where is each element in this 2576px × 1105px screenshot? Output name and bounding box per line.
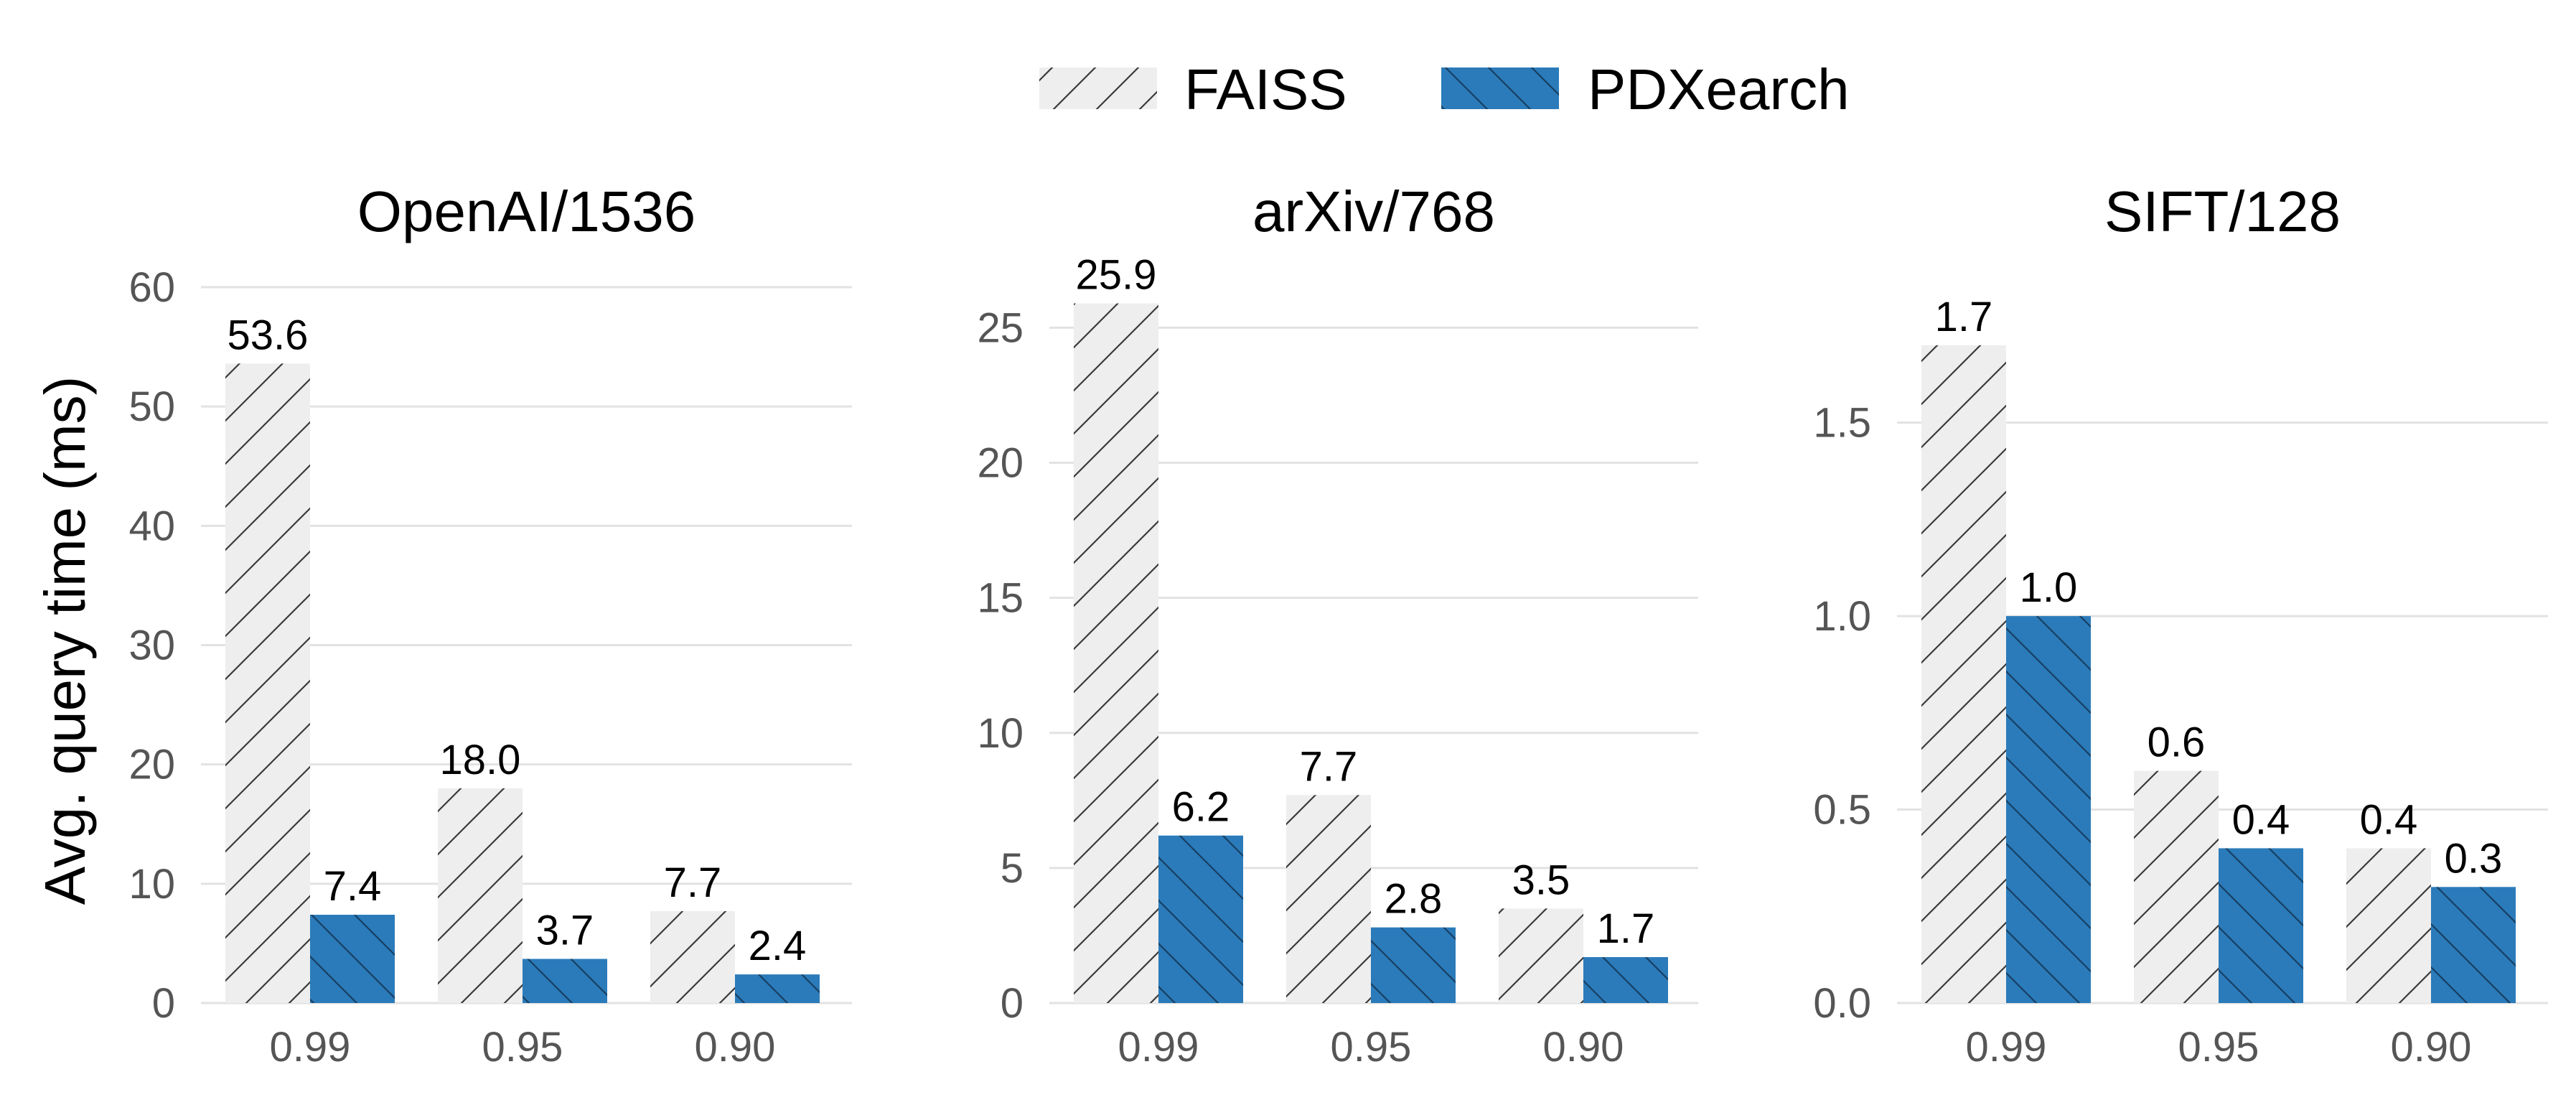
- bar-value-label: 0.4: [2360, 796, 2418, 843]
- x-tick-label: 0.90: [2391, 1024, 2472, 1071]
- bar-faiss-0.90: [650, 911, 735, 1003]
- panel-1: 0 10 20 30 40 50 60 OpenAI/1536 53.6 7.4 0.99 18.0 3…: [128, 179, 852, 1071]
- legend: FAISS PDXearch: [1039, 57, 1850, 121]
- y-tick-label: 1.0: [1813, 593, 1871, 640]
- chart-panels: 0102030405060OpenAI/153653.67.40.9918.03…: [128, 179, 2548, 1071]
- y-tick-label: 25: [977, 304, 1024, 351]
- bar-value-label: 1.7: [1935, 294, 1993, 340]
- bar-faiss-0.95: [2134, 770, 2219, 1003]
- bar-pdxearch-0.95: [1371, 927, 1456, 1003]
- y-tick-label: 10: [977, 710, 1024, 757]
- bar-pdxearch-0.95: [2219, 848, 2303, 1003]
- bar-value-label: 6.2: [1172, 784, 1230, 831]
- bar-pdxearch-0.90: [735, 974, 820, 1003]
- panel-3: 0.0 0.5 1.0 1.5 SIFT/128 1.7 1.0 0.99 0.6 0.4 0.95…: [1813, 179, 2548, 1071]
- bar-value-label: 1.0: [2020, 564, 2078, 611]
- bar-pdxearch-0.99: [2006, 616, 2091, 1003]
- y-tick-label: 20: [128, 742, 175, 788]
- y-tick-label: 50: [128, 383, 175, 430]
- bar-value-label: 2.8: [1385, 876, 1443, 923]
- x-tick-label: 0.99: [1118, 1024, 1199, 1071]
- y-tick-label: 20: [977, 440, 1024, 487]
- bar-value-label: 3.5: [1512, 857, 1570, 903]
- x-tick-label: 0.90: [1543, 1024, 1624, 1071]
- bar-value-label: 0.4: [2232, 796, 2290, 843]
- bar-pdxearch-0.99: [310, 915, 395, 1003]
- x-tick-label: 0.95: [482, 1024, 563, 1071]
- y-tick-label: 5: [1001, 845, 1024, 892]
- bar-value-label: 7.7: [1300, 743, 1358, 790]
- bar-faiss-0.90: [1499, 908, 1583, 1003]
- x-tick-label: 0.99: [270, 1024, 351, 1071]
- y-tick-label: 10: [128, 861, 175, 908]
- bar-value-label: 25.9: [1076, 252, 1157, 299]
- bar-pdxearch-0.99: [1158, 835, 1243, 1003]
- y-tick-label: 60: [128, 264, 175, 311]
- legend-swatch-faiss: [1039, 67, 1157, 109]
- bar-faiss-0.99: [1074, 303, 1158, 1003]
- bar-pdxearch-0.90: [2431, 887, 2516, 1003]
- bar-value-label: 18.0: [440, 737, 521, 783]
- panel-2: 0 5 10 15 20 25 arXiv/768 25.9 6.2 0.99 7.7 2.8 0.95…: [977, 179, 1698, 1071]
- bar-pdxearch-0.95: [523, 959, 607, 1003]
- bar-faiss-0.99: [1921, 345, 2006, 1003]
- bar-value-label: 0.6: [2148, 719, 2206, 766]
- y-tick-label: 0.5: [1813, 787, 1871, 834]
- legend-label-faiss: FAISS: [1184, 57, 1347, 121]
- y-tick-label: 30: [128, 623, 175, 669]
- bar-faiss-0.99: [225, 363, 310, 1003]
- panel-title: arXiv/768: [1252, 179, 1495, 243]
- y-tick-label: 15: [977, 575, 1024, 622]
- bar-value-label: 1.7: [1597, 905, 1655, 952]
- y-tick-label: 0: [1001, 980, 1024, 1027]
- bar-value-label: 53.6: [228, 312, 309, 358]
- x-tick-label: 0.90: [695, 1024, 776, 1071]
- x-tick-label: 0.95: [1331, 1024, 1412, 1071]
- legend-swatch-pdxearch: [1441, 67, 1559, 109]
- y-tick-label: 0.0: [1813, 980, 1871, 1027]
- x-tick-label: 0.99: [1966, 1024, 2047, 1071]
- panel-title: OpenAI/1536: [357, 179, 695, 243]
- bar-value-label: 7.4: [324, 863, 382, 910]
- y-axis-label: Avg. query time (ms): [33, 376, 97, 905]
- bar-faiss-0.95: [1286, 795, 1371, 1003]
- bar-faiss-0.95: [438, 788, 523, 1003]
- y-tick-label: 1.5: [1813, 400, 1871, 447]
- legend-label-pdxearch: PDXearch: [1588, 57, 1850, 121]
- y-tick-label: 0: [152, 980, 175, 1027]
- bar-value-label: 2.4: [749, 923, 807, 969]
- x-tick-label: 0.95: [2178, 1024, 2259, 1071]
- bar-value-label: 3.7: [536, 908, 594, 954]
- panel-title: SIFT/128: [2104, 179, 2341, 243]
- bar-pdxearch-0.90: [1583, 957, 1668, 1003]
- bar-value-label: 0.3: [2445, 835, 2503, 882]
- y-tick-label: 40: [128, 503, 175, 549]
- bar-faiss-0.90: [2346, 848, 2431, 1003]
- bar-value-label: 7.7: [664, 859, 722, 906]
